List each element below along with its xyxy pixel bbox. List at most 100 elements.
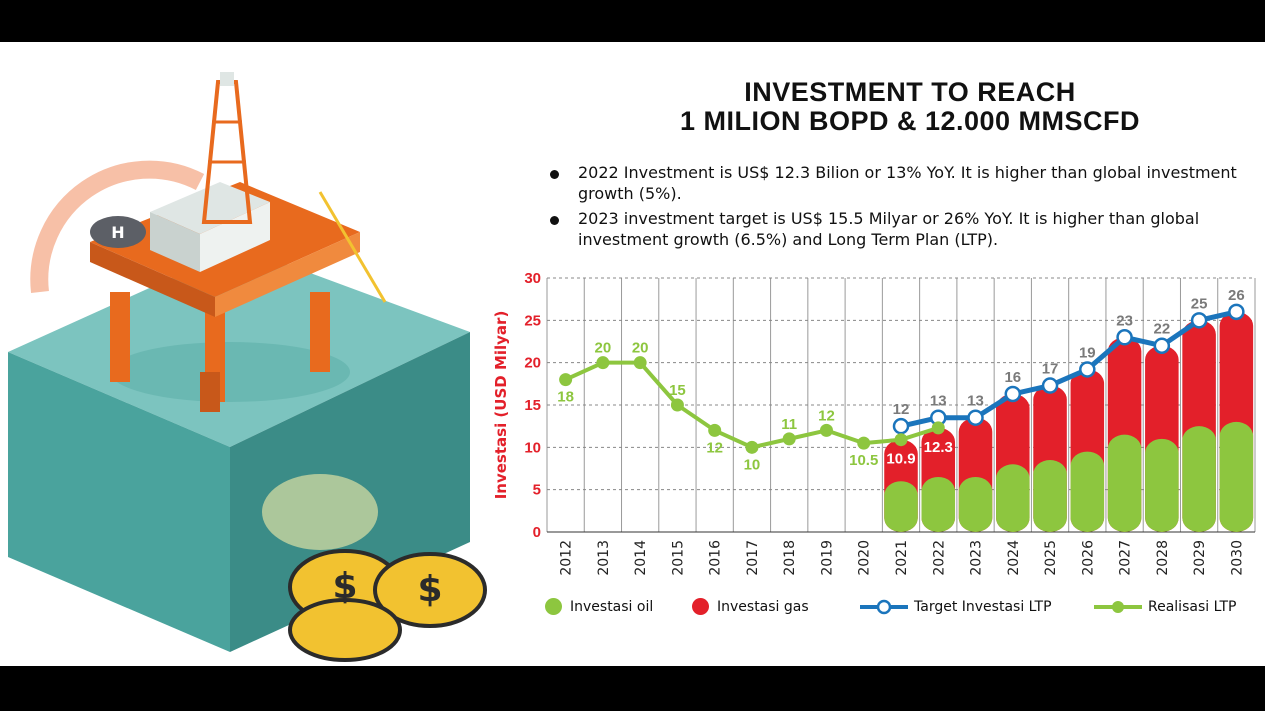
target-data-label: 26 [1228,287,1245,304]
x-tick-label: 2015 [670,540,686,576]
oil-bar [1107,434,1142,532]
x-tick-label: 2016 [708,540,724,576]
target-data-label: 17 [1042,361,1059,378]
target-line [900,309,1237,429]
target-point [1153,337,1171,354]
x-tick-label: 2014 [633,540,649,576]
realisasi-point [708,423,722,437]
oil-bar [1182,426,1216,532]
realisasi-point [633,356,647,370]
target-point [1004,385,1022,403]
legend-gas-swatch [692,598,709,615]
realisasi-point [894,433,908,447]
x-tick-label: 2021 [894,540,910,576]
target-data-label: 16 [1004,369,1021,386]
realisasi-point [559,373,573,387]
legend-gas: Investasi gas [692,598,809,615]
realisasi-data-label: 18 [557,389,574,406]
realisasi-data-label: 15 [669,382,686,399]
x-tick-label: 2029 [1192,540,1208,576]
oil-bar [996,464,1030,532]
target-point [892,417,910,435]
oil-bar [921,476,956,532]
bullet-item: 2022 Investment is US$ 12.3 Bilion or 13… [548,162,1248,204]
legend-realisasi: Realisasi LTP [1092,598,1236,616]
realisasi-data-label: 20 [595,340,612,357]
bullet-list: 2022 Investment is US$ 12.3 Bilion or 13… [548,162,1248,254]
realisasi-point [819,423,833,437]
svg-text:H: H [111,223,124,242]
realisasi-point [596,356,610,370]
target-point [967,409,984,426]
target-point [1041,377,1059,394]
y-tick-label: 25 [524,312,541,329]
oil-bar [1070,451,1105,532]
x-tick-label: 2027 [1118,540,1134,576]
oil-bar [884,481,918,532]
title-line-2: 1 MILION BOPD & 12.000 MMSCFD [679,106,1141,136]
target-data-label: 19 [1079,344,1096,361]
x-tick-label: 2024 [1006,540,1022,576]
target-data-label: 13 [930,393,947,410]
realisasi-data-label: 12 [818,407,835,424]
oil-bar [1219,421,1254,532]
y-tick-label: 5 [533,482,541,499]
x-tick-label: 2028 [1155,540,1171,576]
realisasi-data-label: 12.3 [924,439,953,456]
oil-bar [1033,460,1067,532]
legend-oil-label: Investasi oil [570,598,654,615]
realisasi-data-label: 12 [706,439,723,456]
y-tick-label: 15 [524,397,541,414]
realisasi-data-label: 10.9 [886,451,915,468]
x-tick-label: 2017 [745,540,761,576]
x-tick-label: 2018 [782,540,798,576]
realisasi-data-label: 10.5 [849,452,878,469]
y-tick-label: 30 [524,270,541,287]
legend-realisasi-swatch [1094,601,1142,613]
infographic-frame: H $ $ INVESTMENT TO REACH 1 MILION BOPD … [0,42,1265,666]
target-point [1116,329,1133,346]
svg-text:$: $ [332,566,357,607]
realisasi-data-label: 20 [632,340,649,357]
target-point [1190,312,1208,329]
legend-realisasi-label: Realisasi LTP [1148,599,1237,615]
target-data-label: 23 [1116,312,1133,329]
x-tick-label: 2030 [1229,540,1245,576]
target-data-label: 13 [967,393,984,410]
legend-target: Target Investasi LTP [858,598,1052,616]
realisasi-point [782,432,796,446]
realisasi-point [670,398,684,412]
realisasi-data-label: 10 [744,456,761,473]
x-tick-label: 2026 [1080,540,1096,576]
x-tick-label: 2019 [819,540,835,576]
oil-rig-illustration: H $ $ [8,72,487,662]
oil-bar [1145,438,1179,532]
y-tick-label: 10 [524,439,541,456]
realisasi-point [857,436,871,450]
legend-oil-swatch [545,598,562,615]
legend-gas-label: Investasi gas [717,598,809,615]
target-data-label: 12 [893,401,910,418]
svg-text:$: $ [417,569,442,610]
target-point [1079,361,1096,378]
realisasi-data-label: 11 [781,416,797,433]
legend-target-swatch [860,599,908,615]
target-data-label: 22 [1153,321,1170,338]
target-point [1228,303,1245,321]
oil-bar [958,476,993,532]
x-tick-label: 2020 [857,540,873,576]
legend-target-label: Target Investasi LTP [914,599,1052,615]
x-tick-label: 2012 [559,540,575,576]
realisasi-point [931,421,945,435]
x-tick-label: 2023 [969,540,985,576]
y-tick-label: 0 [533,524,541,541]
x-tick-label: 2022 [931,540,947,576]
realisasi-point [745,440,759,454]
x-tick-label: 2013 [596,540,612,576]
x-tick-label: 2025 [1043,540,1059,576]
legend-oil: Investasi oil [545,598,653,615]
chart-title: INVESTMENT TO REACH 1 MILION BOPD & 12.0… [600,78,1220,136]
target-data-label: 25 [1191,295,1208,312]
y-tick-label: 20 [524,355,541,372]
